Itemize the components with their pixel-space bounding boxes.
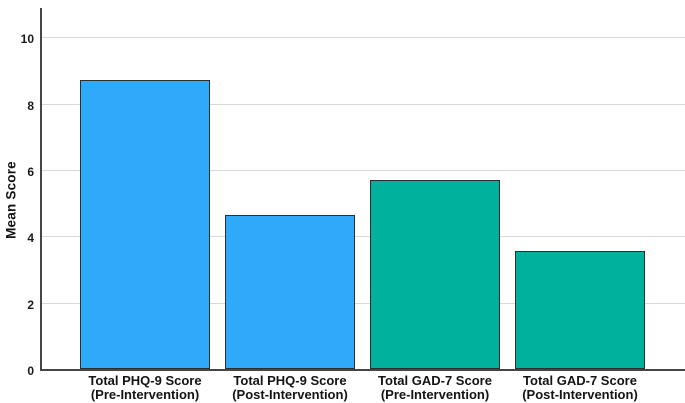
gridline-y-4: [42, 236, 685, 238]
category-label-4: Total GAD-7 Score (Post-Intervention): [522, 373, 638, 402]
x-axis-category-labels: Total PHQ-9 Score (Pre-Intervention) Tota…: [0, 374, 685, 403]
y-tick-label-6: 6: [27, 164, 34, 179]
y-tick-label-0: 0: [27, 364, 34, 378]
bar-total-gad-7-score-post-intervention: [515, 251, 645, 369]
y-axis-tick-labels: 0 2 4 6 8 10: [0, 0, 34, 403]
category-label-1: Total PHQ-9 Score (Pre-Intervention): [88, 373, 202, 402]
gridline-y-2: [42, 302, 685, 304]
y-tick-label-10: 10: [20, 32, 34, 47]
bar-total-phq-9-score-pre-intervention: [80, 80, 210, 369]
bar-total-phq-9-score-post-intervention: [225, 215, 355, 369]
category-label-2: Total PHQ-9 Score (Post-Intervention): [232, 373, 348, 402]
y-tick-label-8: 8: [27, 98, 34, 113]
bar-total-gad-7-score-pre-intervention: [370, 180, 500, 369]
gridline-y-8: [42, 103, 685, 105]
gridline-y-10: [42, 37, 685, 39]
y-tick-label-4: 4: [27, 231, 34, 246]
plot-area: [40, 8, 685, 371]
category-label-3: Total GAD-7 Score (Pre-Intervention): [378, 373, 492, 402]
y-tick-label-2: 2: [27, 297, 34, 312]
gridline-y-6: [42, 169, 685, 171]
